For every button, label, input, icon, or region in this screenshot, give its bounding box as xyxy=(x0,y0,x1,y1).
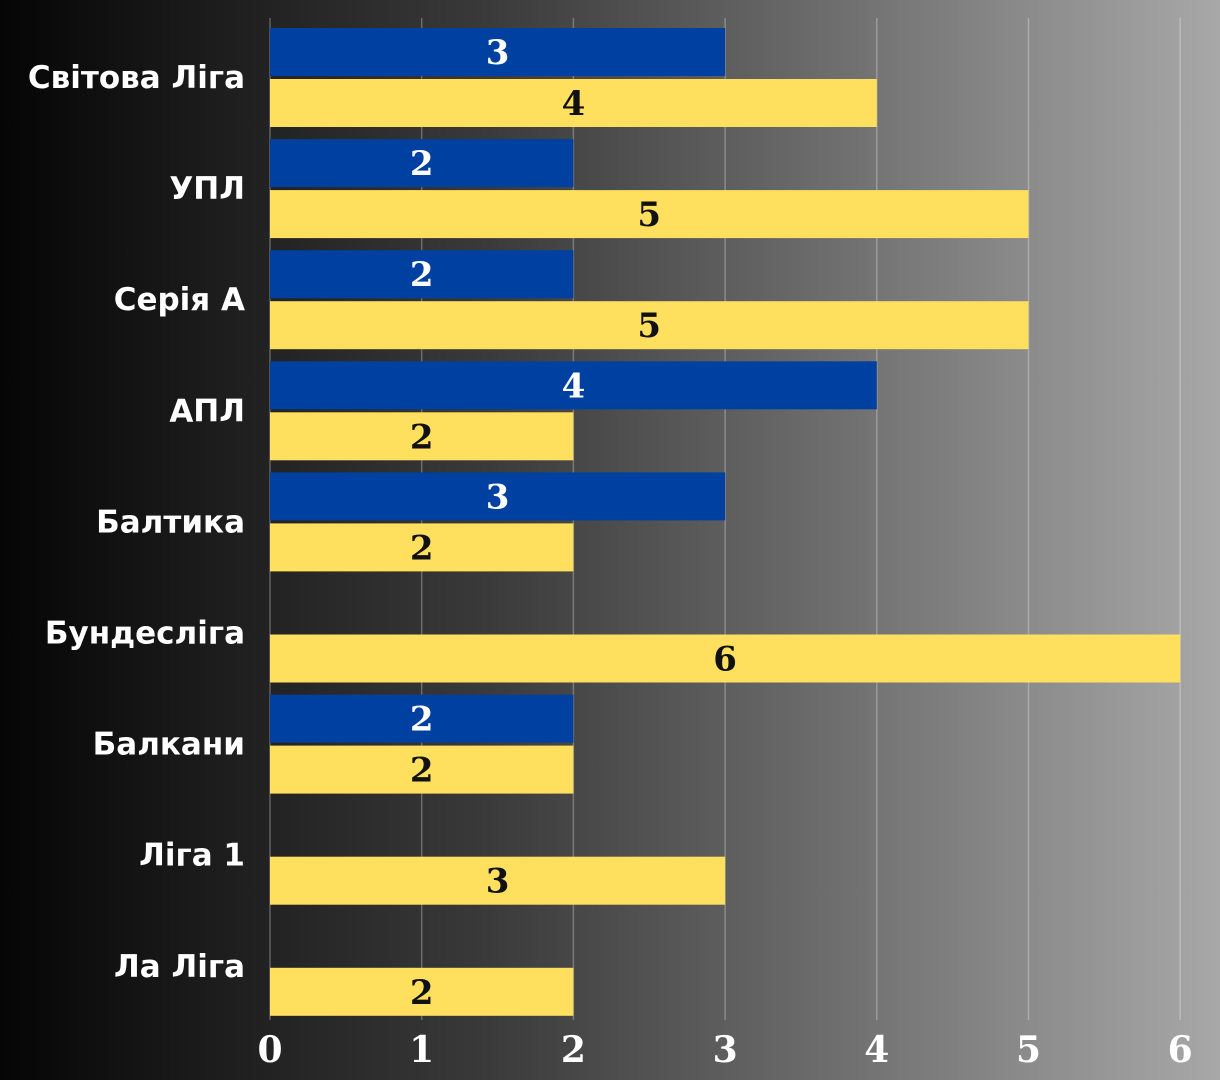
x-tick-label: 4 xyxy=(864,1029,889,1071)
category-label: Бундесліга xyxy=(45,616,245,652)
data-label: 2 xyxy=(410,144,434,184)
x-tick-label: 5 xyxy=(1016,1029,1041,1071)
category-label: УПЛ xyxy=(169,171,245,207)
data-label: 2 xyxy=(410,973,434,1013)
bar xyxy=(270,472,726,521)
bar xyxy=(270,745,574,794)
x-tick-labels: 0 1 2 3 4 5 6 xyxy=(257,1029,1192,1071)
bar xyxy=(270,190,1029,239)
bar xyxy=(270,301,1029,350)
data-label: 2 xyxy=(410,528,434,568)
data-label: 5 xyxy=(637,195,661,235)
category-labels: Світова Ліга УПЛ Серія А АПЛ Балтика Бундеслі… xyxy=(28,60,245,985)
x-tick-label: 2 xyxy=(561,1029,586,1071)
data-label: 6 xyxy=(713,640,737,680)
data-label: 2 xyxy=(410,255,434,295)
bar xyxy=(270,634,1181,683)
category-label: Ліга 1 xyxy=(139,838,245,874)
category-label: АПЛ xyxy=(169,393,245,429)
data-label: 5 xyxy=(637,306,661,346)
bar xyxy=(270,79,877,127)
bars: 3 4 2 5 2 5 4 2 3 2 6 2 2 3 2 xyxy=(270,28,1181,1016)
bar xyxy=(270,967,574,1016)
category-label: Ла Ліга xyxy=(114,949,245,985)
data-label: 3 xyxy=(486,862,510,902)
data-label: 3 xyxy=(486,477,510,517)
bar xyxy=(270,250,574,299)
data-label: 4 xyxy=(562,84,586,124)
bar xyxy=(270,856,726,905)
data-label: 2 xyxy=(410,751,434,791)
bar xyxy=(270,28,726,76)
bar xyxy=(270,361,877,410)
x-tick-label: 3 xyxy=(713,1029,738,1071)
x-tick-label: 1 xyxy=(409,1029,434,1071)
data-label: 4 xyxy=(562,366,586,406)
category-label: Балтика xyxy=(96,504,245,540)
bar xyxy=(270,694,574,743)
bar xyxy=(270,139,574,188)
data-label: 2 xyxy=(410,700,434,740)
x-tick-label: 6 xyxy=(1168,1029,1193,1071)
data-label: 2 xyxy=(410,417,434,457)
category-label: Балкани xyxy=(93,727,245,763)
x-tick-label: 0 xyxy=(257,1029,282,1071)
category-label: Серія А xyxy=(114,282,245,318)
bar xyxy=(270,523,574,572)
category-label: Світова Ліга xyxy=(28,60,245,96)
bar xyxy=(270,412,574,461)
data-label: 3 xyxy=(486,33,510,73)
